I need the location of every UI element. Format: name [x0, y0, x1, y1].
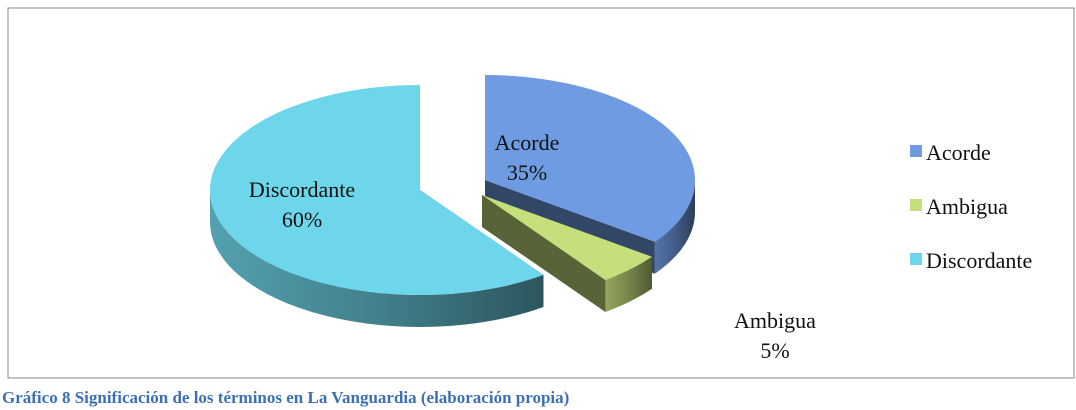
slice-side	[210, 190, 544, 327]
caption: Gráfico 8 Significación de los términos …	[2, 388, 569, 407]
data-label-value: 35%	[507, 160, 547, 185]
legend-label: Acorde	[926, 140, 991, 165]
data-label-name: Acorde	[495, 130, 560, 155]
data-label-name: Ambigua	[734, 308, 816, 333]
legend-swatch	[910, 199, 922, 211]
data-label-value: 60%	[282, 207, 322, 232]
slice	[209, 85, 544, 295]
legend-label: Ambigua	[926, 194, 1008, 219]
legend-swatch	[910, 145, 922, 157]
slice	[482, 195, 652, 280]
slice	[485, 75, 695, 242]
legend-swatch	[910, 253, 922, 265]
slice-face	[482, 195, 606, 312]
legend-label: Discordante	[926, 248, 1032, 273]
slice-side	[605, 256, 652, 312]
data-label-value: 5%	[760, 338, 789, 363]
slice-side	[654, 180, 695, 274]
data-label-name: Discordante	[249, 177, 355, 202]
